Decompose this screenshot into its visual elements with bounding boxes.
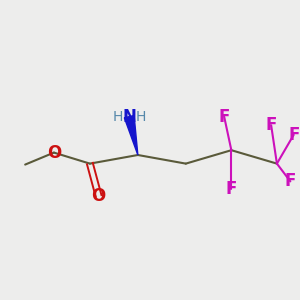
Text: F: F <box>285 172 296 190</box>
Text: F: F <box>288 126 299 144</box>
Text: F: F <box>266 116 277 134</box>
Text: H: H <box>113 110 123 124</box>
Text: O: O <box>92 187 106 205</box>
Text: O: O <box>47 144 61 162</box>
Text: H: H <box>136 110 146 124</box>
Text: F: F <box>218 108 230 126</box>
Text: N: N <box>122 108 136 126</box>
Text: F: F <box>226 180 237 198</box>
Polygon shape <box>124 116 138 155</box>
